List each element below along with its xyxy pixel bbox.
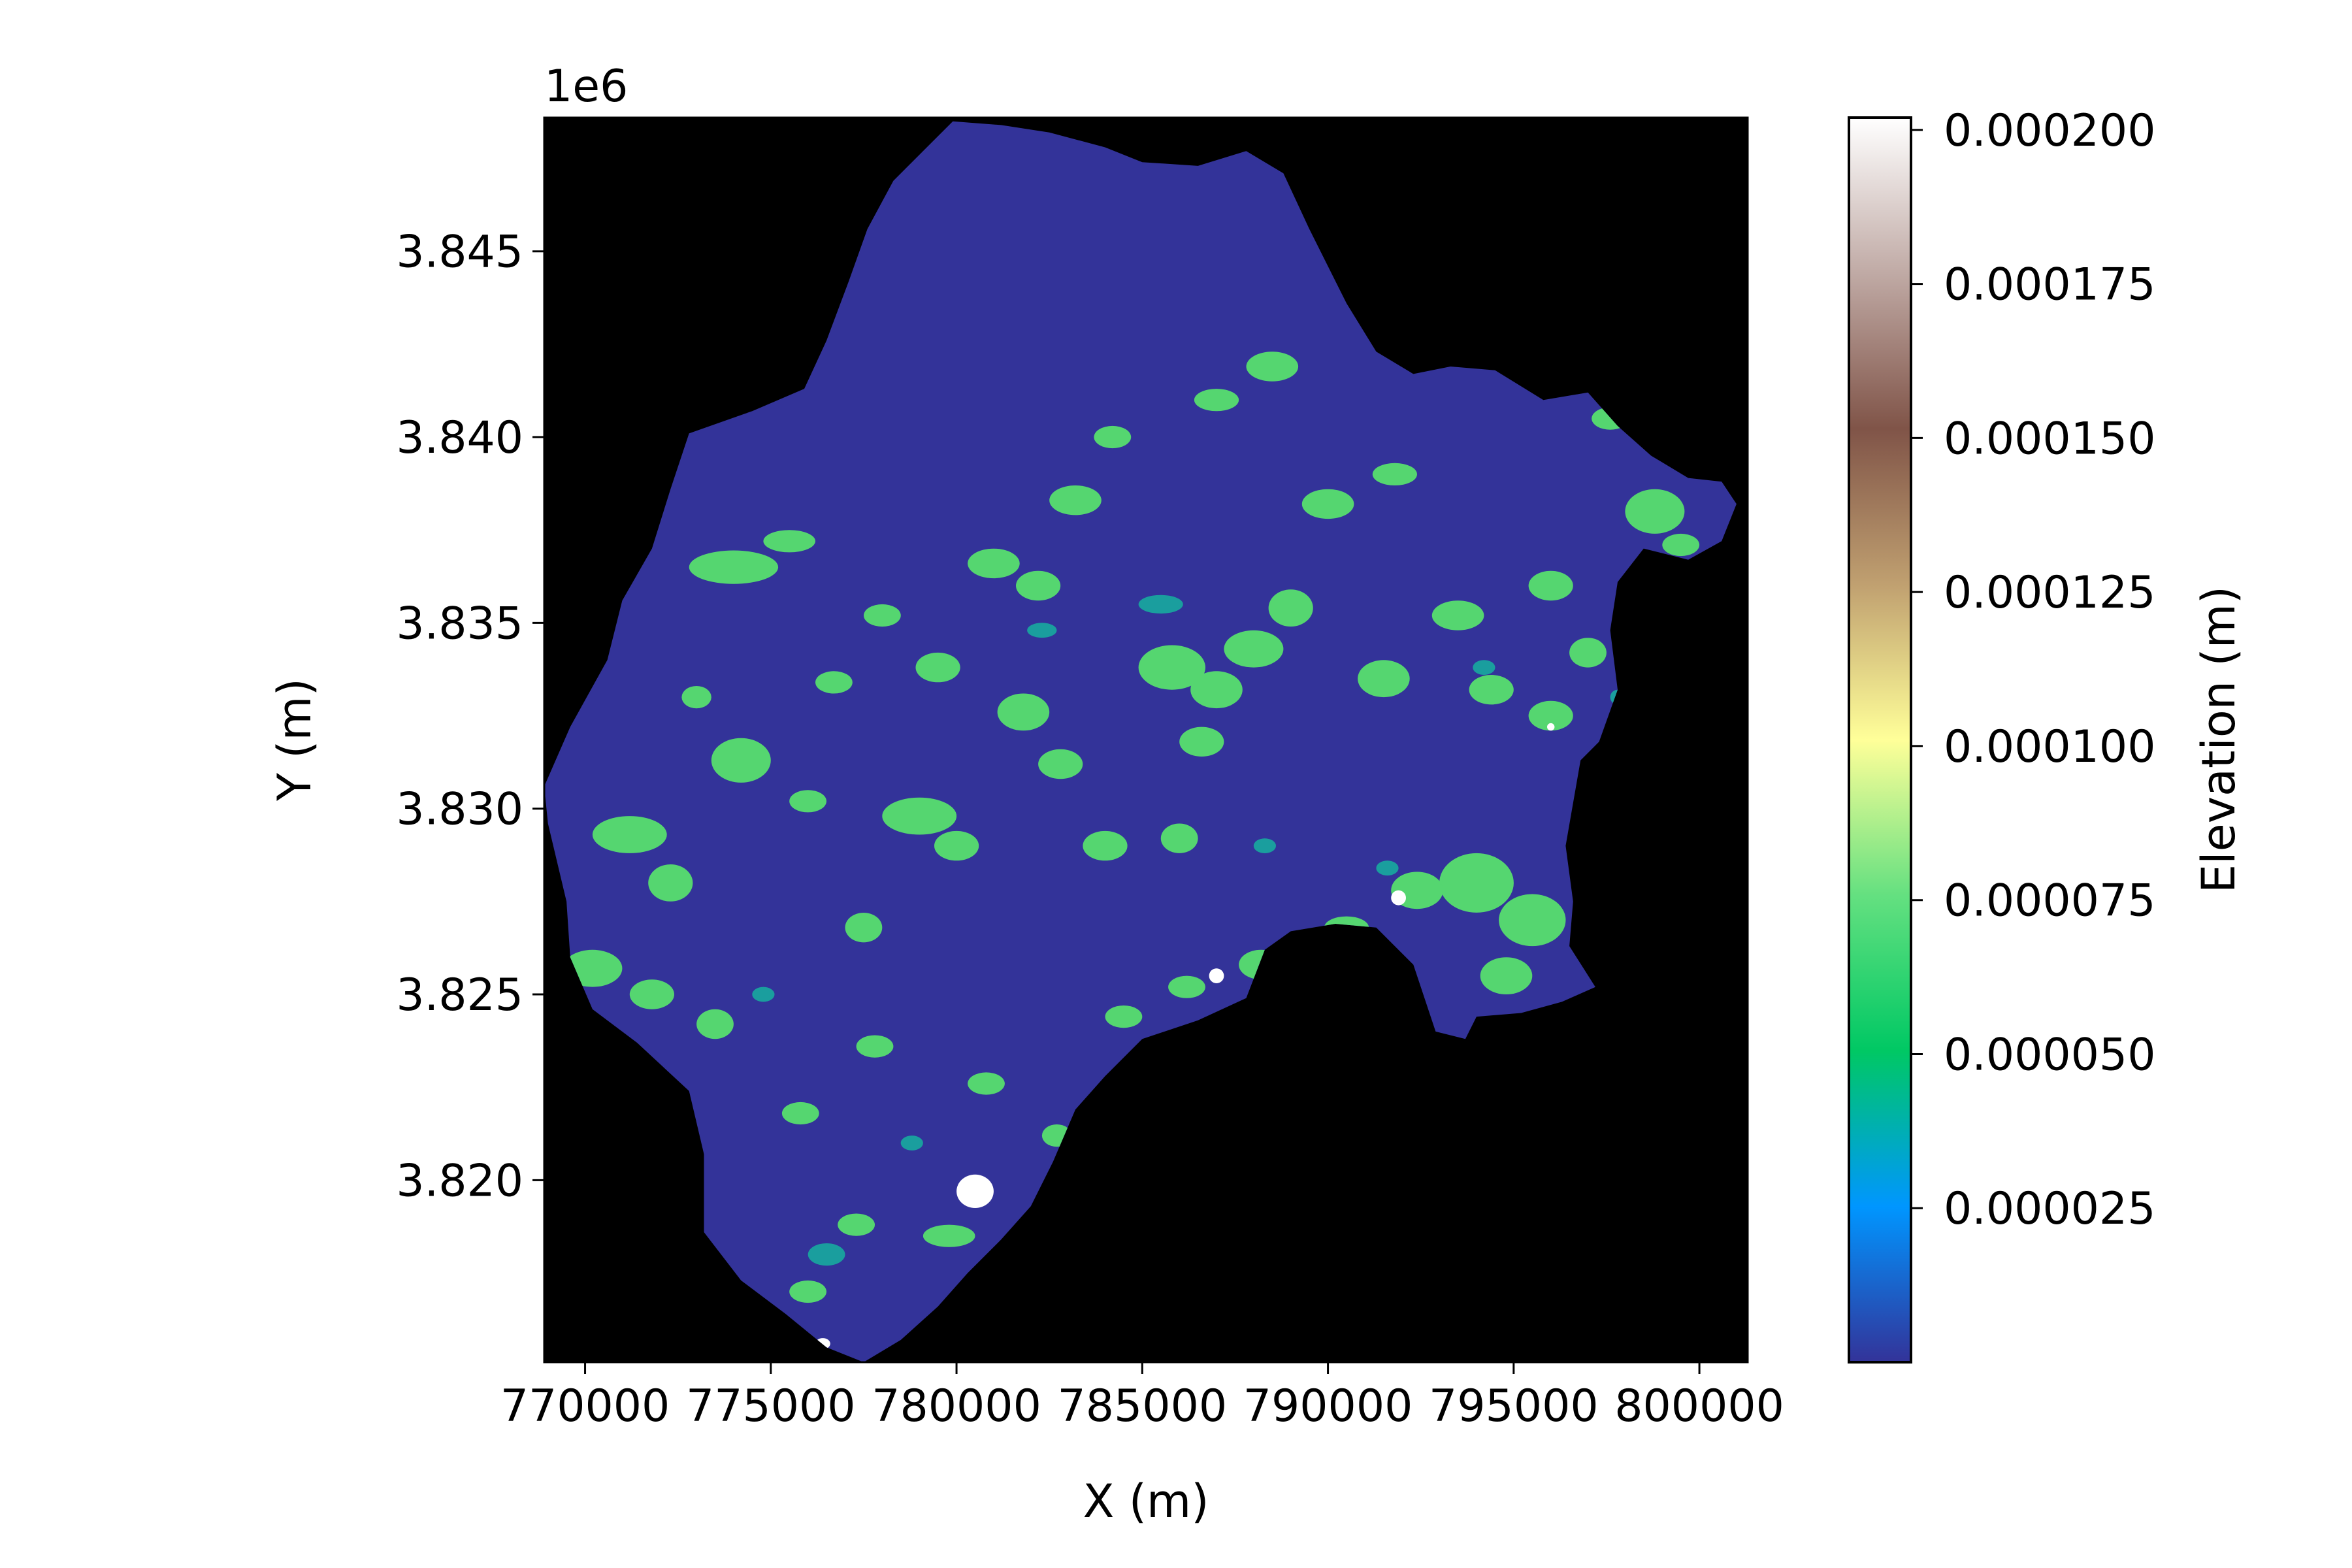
colorbar-bar (1848, 116, 1912, 1364)
white-raster-patch (1547, 723, 1555, 731)
teal-raster-patch (808, 1243, 845, 1266)
teal-raster-patch (1376, 860, 1399, 876)
colorbar-label: Elevation (m) (2192, 586, 2246, 893)
x-tick-label: 770000 (500, 1380, 670, 1432)
green-raster-patch (1138, 645, 1206, 690)
x-tick-label: 775000 (686, 1380, 856, 1432)
green-raster-patch (1094, 425, 1132, 449)
teal-raster-patch (1473, 660, 1495, 675)
green-raster-patch (592, 816, 667, 853)
green-raster-patch (1569, 638, 1607, 668)
green-raster-patch (789, 790, 826, 813)
white-raster-patch (1209, 968, 1224, 983)
y-tick-label: 3.840 (396, 412, 523, 464)
green-raster-patch (1268, 589, 1313, 627)
green-raster-patch (1160, 823, 1198, 853)
y-tick-label: 3.830 (396, 784, 523, 836)
green-raster-patch (815, 671, 853, 694)
green-raster-patch (1301, 489, 1354, 519)
y-offset-label: 1e6 (544, 61, 628, 112)
green-raster-patch (1168, 975, 1205, 998)
green-raster-patch (1480, 957, 1533, 994)
green-raster-patch (1528, 700, 1573, 731)
teal-raster-patch (1253, 838, 1276, 853)
white-raster-patch (956, 1174, 994, 1208)
x-tick-label: 795000 (1429, 1380, 1599, 1432)
green-raster-patch (882, 797, 957, 835)
y-tick-label: 3.845 (396, 227, 523, 278)
green-raster-patch (1038, 749, 1083, 779)
x-tick-label: 780000 (872, 1380, 1041, 1432)
green-raster-patch (1625, 489, 1685, 534)
green-raster-patch (1431, 600, 1484, 630)
colorbar-ticks: 0.000025 0.000050 0.000075 0.000100 0.000125… (1911, 105, 2155, 1235)
y-axis: 3.820 3.825 3.830 3.835 3.840 3.845 (396, 227, 544, 1207)
green-raster-patch (781, 1102, 819, 1125)
green-raster-patch (711, 738, 771, 783)
green-raster-patch (838, 1213, 875, 1236)
x-tick-label: 800000 (1614, 1380, 1784, 1432)
y-tick-label: 3.820 (396, 1155, 523, 1207)
green-raster-patch (689, 550, 779, 584)
teal-raster-patch (1027, 623, 1057, 638)
green-raster-patch (968, 1072, 1005, 1095)
green-raster-patch (1083, 830, 1128, 861)
green-raster-patch (789, 1280, 826, 1303)
green-raster-patch (934, 830, 979, 861)
green-raster-patch (1179, 727, 1224, 757)
green-raster-patch (1528, 570, 1573, 601)
plot-area (544, 118, 1748, 1362)
y-tick-label: 3.825 (396, 970, 523, 1021)
green-raster-patch (681, 686, 711, 709)
green-raster-patch (864, 604, 901, 627)
x-axis: 770000 775000 780000 785000 790000 795000 8000… (500, 1362, 1784, 1432)
green-raster-patch (763, 530, 815, 553)
green-raster-patch (1439, 853, 1514, 913)
x-tick-label: 785000 (1058, 1380, 1228, 1432)
green-raster-patch (1499, 894, 1566, 947)
x-axis-label: X (m) (1083, 1475, 1209, 1528)
colorbar-tick-label: 0.000050 (1944, 1029, 2155, 1081)
green-raster-patch (1194, 389, 1239, 412)
green-raster-patch (968, 548, 1020, 579)
y-axis-label: Y (m) (268, 678, 321, 802)
colorbar-tick-label: 0.000200 (1944, 105, 2155, 157)
teal-raster-patch (900, 1135, 923, 1151)
green-raster-patch (1469, 675, 1514, 705)
x-tick-label: 790000 (1243, 1380, 1413, 1432)
green-raster-patch (648, 864, 693, 902)
plot-frame (543, 116, 1749, 1364)
green-raster-patch (923, 1224, 975, 1247)
green-raster-patch (1105, 1005, 1143, 1028)
colorbar-tick-label: 0.000025 (1944, 1183, 2155, 1235)
green-raster-patch (997, 693, 1050, 731)
green-raster-patch (629, 979, 674, 1009)
green-raster-patch (696, 1009, 734, 1039)
green-raster-patch (1358, 660, 1410, 698)
teal-raster-patch (1138, 595, 1183, 614)
colorbar-tick-label: 0.000125 (1944, 567, 2155, 619)
green-raster-patch (1190, 671, 1243, 709)
colorbar-tick-label: 0.000175 (1944, 259, 2155, 311)
green-raster-patch (1662, 533, 1700, 557)
colorbar-tick-label: 0.000150 (1944, 413, 2155, 465)
green-raster-patch (845, 913, 883, 943)
colorbar: 0.000025 0.000050 0.000075 0.000100 0.000125… (1848, 105, 2246, 1364)
green-raster-patch (1372, 463, 1417, 486)
colorbar-tick-label: 0.000100 (1944, 721, 2155, 773)
colorbar-tick-label: 0.000075 (1944, 875, 2155, 927)
green-raster-patch (1049, 485, 1102, 515)
white-raster-patch (1391, 890, 1407, 906)
green-raster-patch (915, 652, 960, 683)
green-raster-patch (1016, 570, 1061, 601)
y-tick-label: 3.835 (396, 598, 523, 649)
green-raster-patch (1246, 351, 1299, 382)
green-raster-patch (856, 1035, 894, 1058)
teal-raster-patch (752, 987, 775, 1002)
green-raster-patch (1224, 630, 1284, 668)
watershed-raster (544, 121, 1737, 1362)
